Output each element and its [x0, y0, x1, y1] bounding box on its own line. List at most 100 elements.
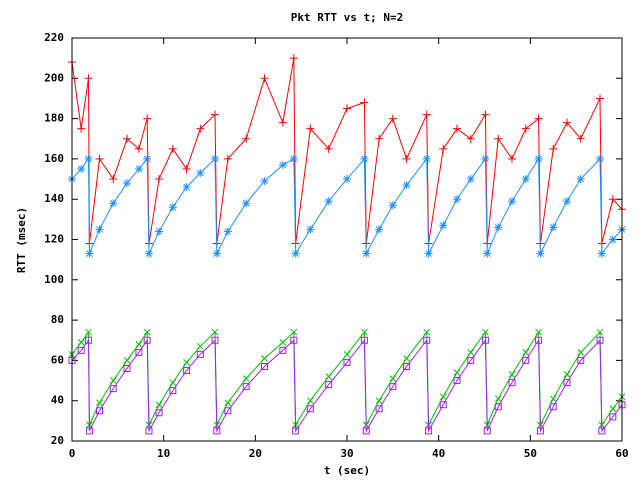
point: [196, 342, 204, 350]
x-tick-label: 0: [69, 447, 76, 460]
point: [168, 203, 177, 212]
point: [223, 154, 232, 163]
point: [563, 371, 571, 378]
point: [123, 179, 131, 188]
series: [68, 336, 626, 435]
point: [388, 201, 397, 210]
point: [576, 134, 585, 143]
series-line: [71, 338, 623, 433]
point: [522, 348, 530, 356]
point: [183, 359, 190, 366]
point: [608, 235, 617, 244]
point: [168, 144, 177, 153]
point: [261, 362, 268, 370]
point: [289, 154, 298, 163]
point: [521, 175, 530, 184]
point: [123, 357, 131, 364]
point: [306, 405, 314, 413]
point: [242, 134, 251, 143]
point: [403, 362, 411, 370]
x-tick-label: 50: [524, 447, 537, 460]
point: [143, 154, 152, 163]
y-tick-label: 200: [44, 71, 64, 84]
y-tick-label: 140: [44, 192, 64, 205]
point: [95, 154, 104, 163]
point: [224, 407, 232, 415]
point: [596, 336, 604, 344]
point: [375, 225, 384, 234]
point: [597, 249, 606, 258]
point: [403, 355, 410, 362]
x-tick-label: 20: [249, 447, 262, 460]
point: [535, 336, 543, 344]
point: [343, 351, 351, 358]
series: [68, 154, 626, 258]
point: [343, 358, 351, 366]
point: [508, 197, 516, 206]
point: [453, 124, 461, 133]
point: [145, 427, 153, 435]
y-tick-label: 220: [44, 31, 64, 44]
point: [292, 427, 300, 435]
point: [279, 338, 287, 346]
point: [453, 377, 461, 385]
point: [422, 154, 431, 163]
y-axis-label: RTT (msec): [15, 207, 28, 273]
point: [596, 328, 604, 336]
point: [211, 110, 219, 119]
point: [508, 154, 516, 163]
point: [279, 346, 287, 354]
point: [183, 366, 191, 374]
y-tick-label: 120: [44, 233, 64, 246]
point: [577, 348, 585, 356]
point: [467, 348, 475, 356]
point: [84, 74, 93, 83]
point: [439, 393, 447, 401]
point: [598, 427, 606, 435]
point: [522, 356, 530, 364]
point: [388, 114, 397, 123]
point: [135, 340, 143, 348]
y-tick-label: 20: [51, 434, 64, 447]
point: [182, 164, 191, 173]
point: [360, 98, 369, 107]
point: [196, 169, 205, 178]
point: [324, 144, 333, 153]
point: [135, 348, 143, 356]
series: [68, 328, 626, 429]
point: [289, 54, 298, 63]
point: [563, 197, 571, 206]
point: [109, 377, 117, 384]
point: [549, 403, 557, 411]
point: [361, 328, 368, 336]
point: [324, 197, 333, 206]
point: [618, 401, 626, 409]
point: [96, 407, 103, 415]
point: [196, 350, 204, 358]
point: [494, 403, 502, 411]
point: [343, 175, 351, 184]
point: [596, 154, 604, 163]
x-axis-label: t (sec): [324, 464, 370, 477]
point: [242, 383, 250, 391]
point: [85, 336, 92, 344]
point: [576, 175, 585, 184]
point: [68, 356, 76, 364]
point: [389, 375, 397, 382]
point: [482, 328, 489, 336]
point: [549, 395, 557, 403]
point: [534, 114, 543, 123]
point: [563, 379, 571, 387]
point: [362, 249, 371, 258]
point: [211, 328, 219, 336]
point: [483, 427, 491, 435]
point: [123, 364, 131, 372]
point: [261, 355, 268, 362]
point: [155, 401, 163, 409]
point: [439, 401, 447, 409]
point: [360, 336, 368, 344]
point: [609, 405, 617, 413]
point: [423, 328, 431, 336]
point: [224, 399, 232, 407]
point: [536, 427, 544, 435]
